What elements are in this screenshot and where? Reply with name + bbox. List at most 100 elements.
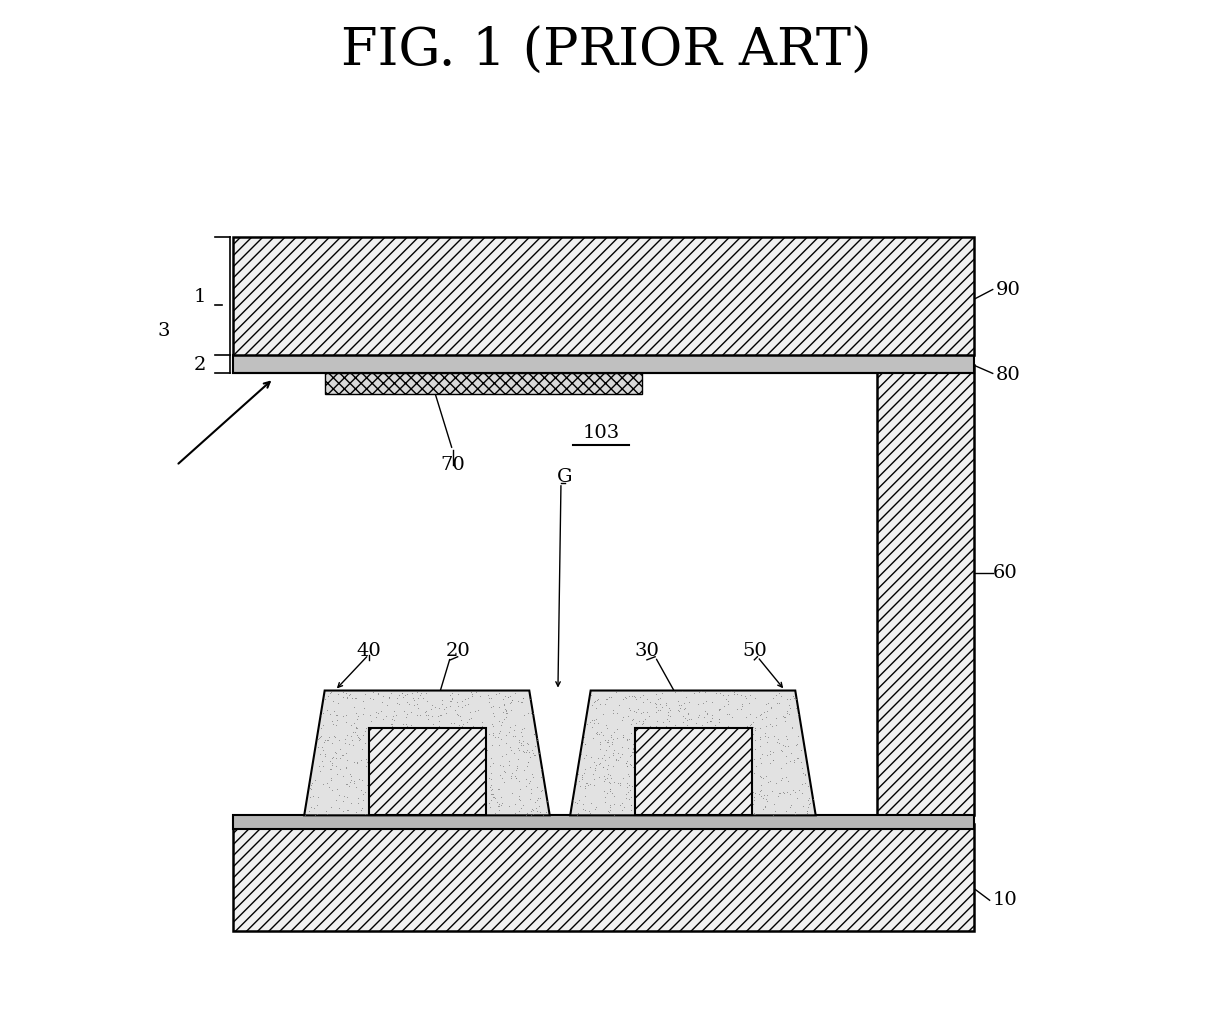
Point: [384, 755, 404, 771]
Point: [390, 757, 410, 773]
Point: [525, 747, 544, 763]
Point: [670, 703, 690, 719]
Point: [452, 718, 471, 735]
Point: [693, 696, 713, 712]
Point: [322, 757, 342, 773]
Point: [576, 736, 595, 752]
Point: [776, 748, 795, 764]
Point: [341, 771, 360, 788]
Point: [616, 790, 635, 806]
Point: [383, 796, 402, 812]
Point: [447, 706, 467, 722]
Point: [582, 697, 601, 713]
Point: [799, 799, 818, 815]
Point: [499, 757, 519, 773]
Point: [698, 737, 718, 753]
Point: [388, 784, 407, 800]
Point: [619, 731, 639, 748]
Point: [372, 802, 391, 818]
Point: [601, 726, 621, 743]
Point: [719, 687, 738, 704]
Point: [453, 730, 473, 747]
Point: [372, 804, 391, 820]
Point: [458, 719, 478, 736]
Point: [767, 733, 787, 750]
Point: [468, 702, 487, 718]
Point: [383, 772, 402, 789]
Point: [611, 797, 630, 813]
Point: [619, 791, 639, 807]
Point: [377, 708, 396, 724]
Point: [522, 707, 542, 723]
Point: [448, 749, 468, 765]
Point: [703, 782, 722, 798]
Point: [521, 772, 541, 789]
Point: [487, 794, 507, 810]
Point: [651, 702, 670, 718]
Point: [701, 713, 720, 729]
Point: [441, 762, 461, 779]
Point: [720, 769, 739, 786]
Point: [584, 754, 604, 770]
Point: [445, 736, 464, 752]
Point: [694, 759, 714, 775]
Point: [407, 800, 427, 816]
Point: [408, 803, 428, 819]
Point: [491, 730, 510, 747]
Point: [326, 744, 345, 760]
Point: [401, 737, 421, 753]
Point: [502, 692, 521, 708]
Point: [731, 701, 750, 717]
Point: [581, 714, 600, 730]
Point: [573, 771, 593, 788]
Point: [731, 793, 750, 809]
Point: [647, 727, 667, 744]
Point: [402, 788, 422, 804]
Text: 70: 70: [440, 456, 465, 475]
Point: [671, 697, 691, 713]
Point: [476, 750, 496, 766]
Point: [318, 702, 337, 718]
Point: [692, 717, 711, 733]
Point: [321, 770, 341, 787]
Point: [313, 717, 332, 733]
Point: [724, 684, 743, 701]
Point: [461, 683, 480, 700]
Point: [617, 779, 636, 795]
Point: [784, 753, 804, 769]
Point: [711, 800, 731, 816]
Point: [611, 749, 630, 765]
Point: [631, 748, 651, 764]
Point: [370, 790, 389, 806]
Point: [382, 715, 401, 731]
Point: [774, 713, 794, 729]
Point: [457, 714, 476, 730]
Point: [491, 797, 510, 813]
Point: [422, 753, 441, 769]
Point: [696, 694, 715, 710]
Point: [467, 773, 486, 790]
Point: [367, 731, 387, 748]
Point: [348, 795, 367, 811]
Point: [318, 731, 337, 748]
Point: [596, 717, 616, 733]
Point: [333, 747, 353, 763]
Point: [344, 774, 364, 791]
Point: [568, 792, 588, 808]
Point: [469, 748, 488, 764]
Point: [379, 732, 399, 749]
Point: [446, 702, 465, 718]
Point: [797, 805, 817, 821]
Point: [710, 684, 730, 701]
Point: [773, 785, 793, 801]
Point: [505, 770, 525, 787]
Point: [381, 685, 400, 702]
Point: [793, 760, 812, 776]
Point: [463, 798, 482, 814]
Point: [348, 729, 367, 746]
Point: [594, 759, 613, 775]
Point: [595, 752, 614, 768]
Point: [393, 797, 412, 813]
Point: [600, 766, 619, 783]
Point: [499, 719, 519, 736]
